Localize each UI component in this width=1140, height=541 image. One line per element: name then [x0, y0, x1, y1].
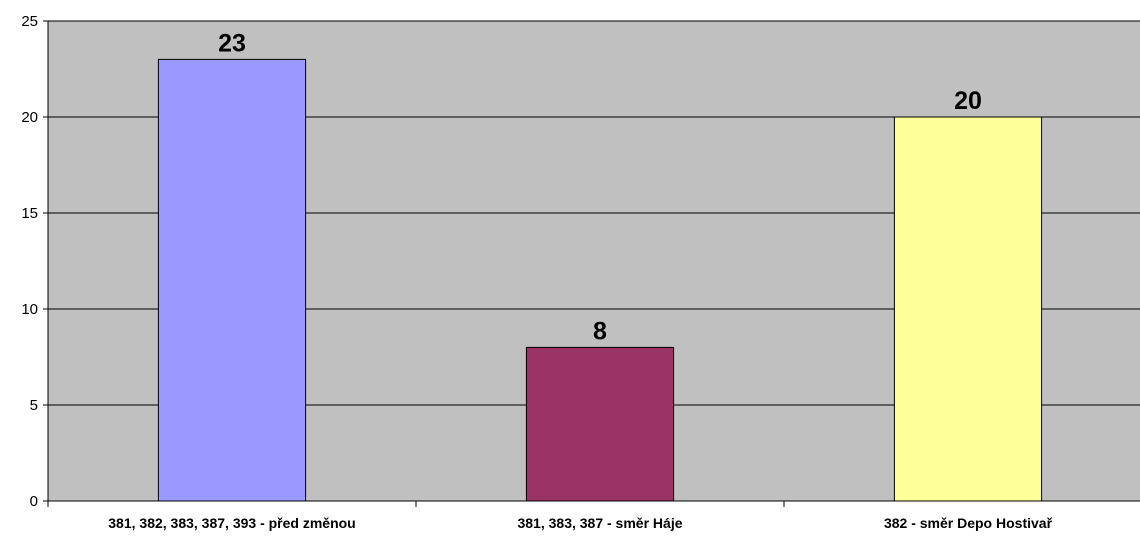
category-label: 381, 383, 387 - směr Háje [517, 515, 682, 531]
data-label: 23 [218, 29, 246, 57]
bar [525, 346, 675, 502]
y-tick-label: 25 [21, 13, 38, 30]
data-label: 8 [593, 317, 607, 345]
category-label: 381, 382, 383, 387, 393 - před změnou [108, 515, 355, 531]
y-tick-label: 5 [30, 397, 38, 414]
data-labels: 23 8 20 [218, 29, 982, 345]
y-tick-label: 20 [21, 109, 38, 126]
x-axis: 381, 382, 383, 387, 393 - před změnou 381… [47, 500, 1140, 531]
bar [893, 116, 1043, 502]
y-tick-label: 10 [21, 301, 38, 318]
bar [157, 58, 307, 502]
data-label: 20 [954, 87, 982, 115]
category-label: 382 - směr Depo Hostivař [884, 515, 1053, 531]
y-tick-label: 0 [30, 493, 38, 510]
y-axis: 0 5 10 15 20 25 [21, 13, 49, 510]
bars [157, 58, 1043, 502]
y-tick-label: 15 [21, 205, 38, 222]
